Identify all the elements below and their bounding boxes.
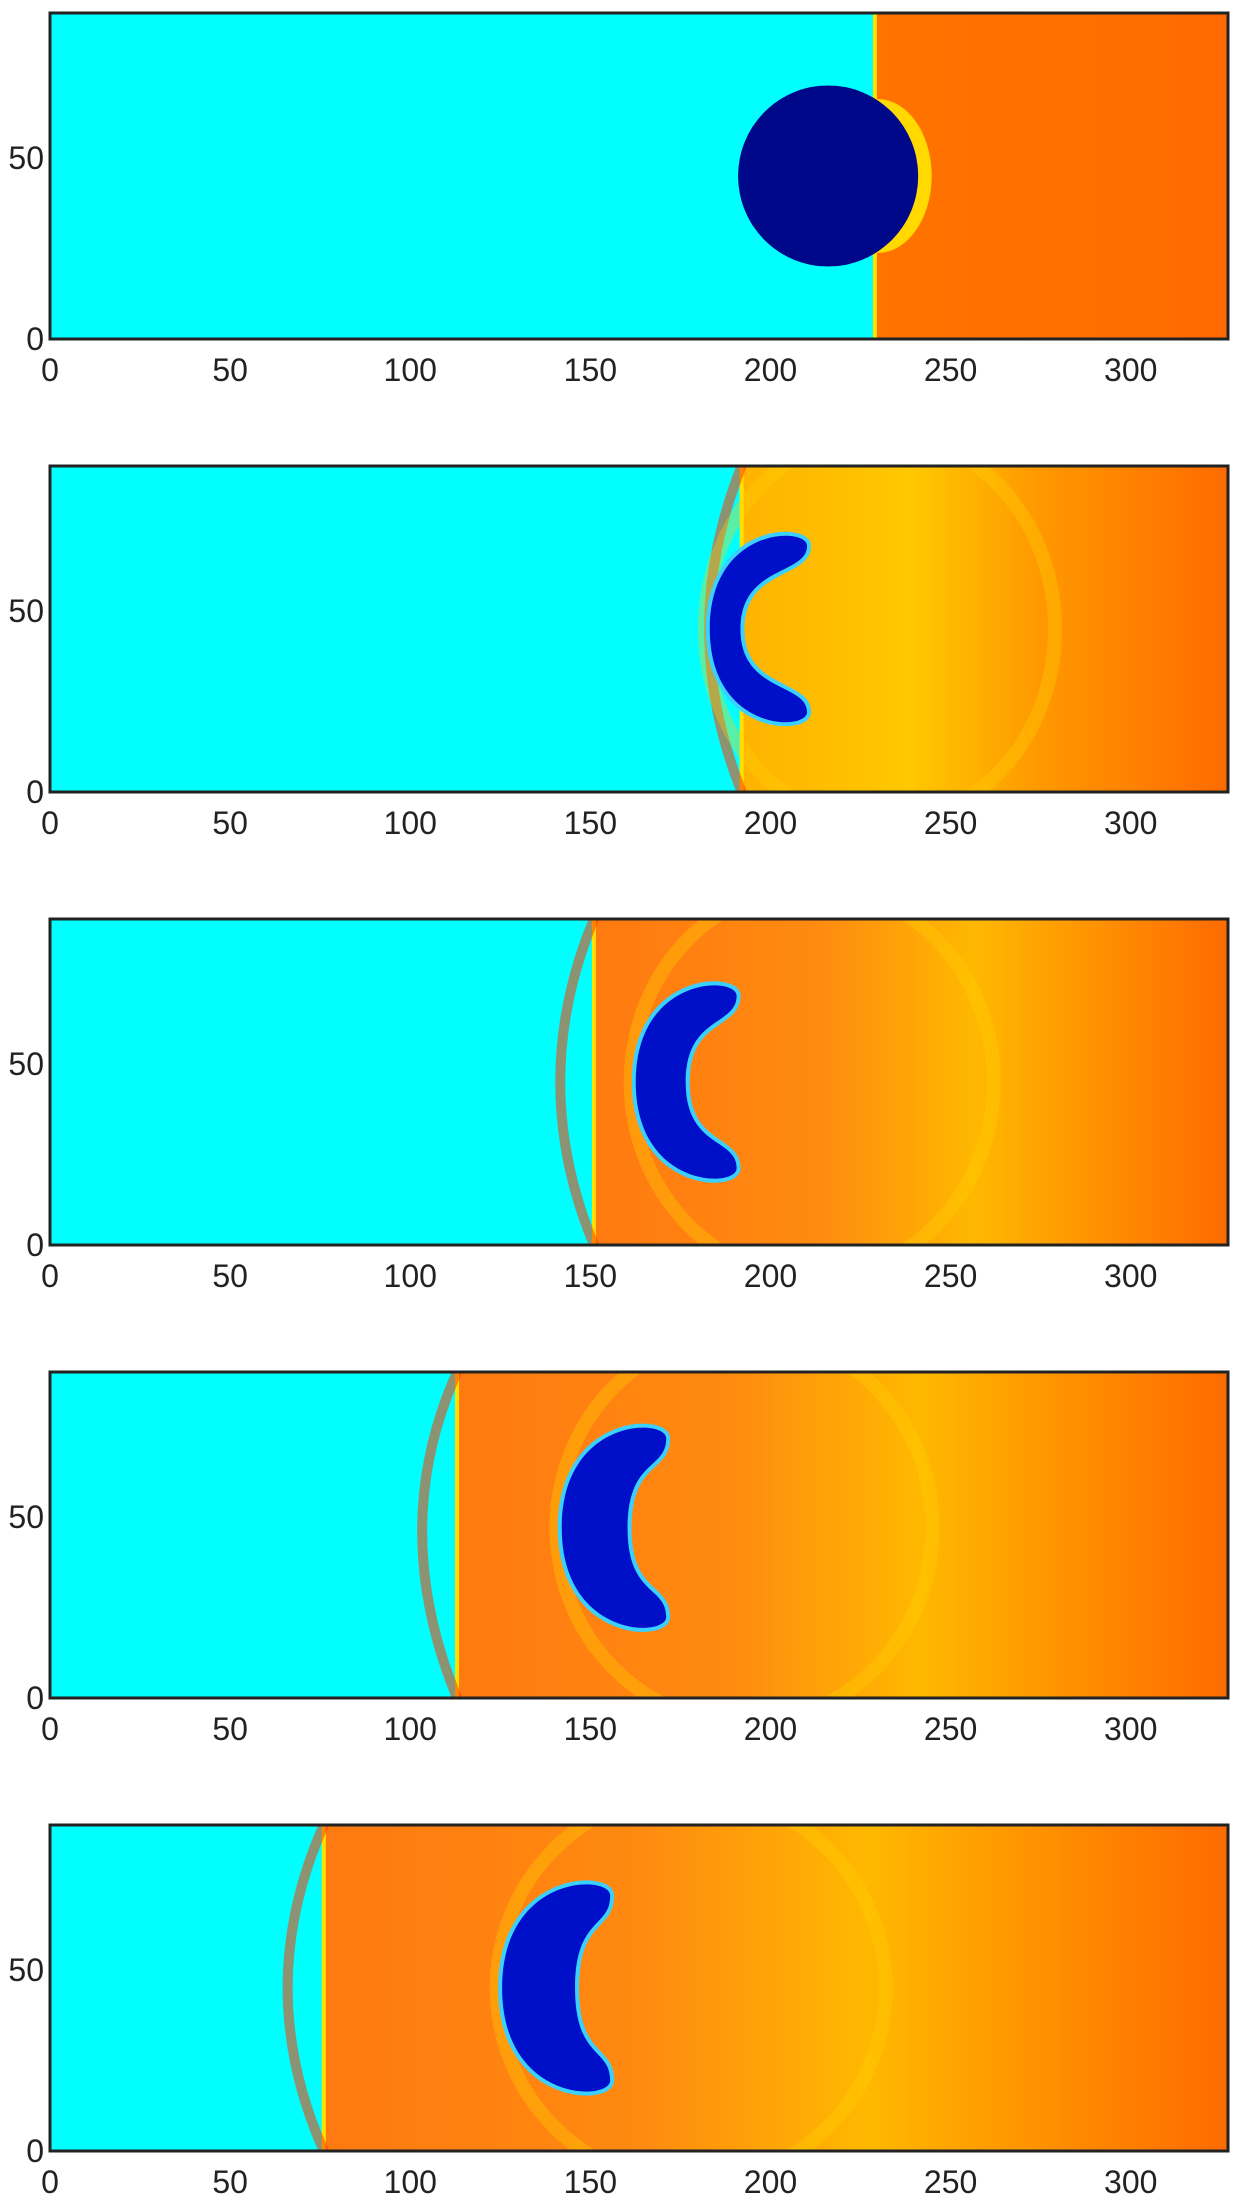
- post-shock-region: [741, 466, 1228, 792]
- x-tick-label: 100: [384, 2164, 437, 2200]
- pre-shock-region: [50, 1825, 324, 2151]
- shock-front: [455, 1372, 460, 1698]
- x-tick-label: 250: [924, 1711, 977, 1747]
- density-field: [50, 13, 1228, 339]
- panel-1: 0 50 100 150 200 250 300 0 50: [8, 11, 1230, 388]
- pre-shock-region: [50, 1372, 458, 1698]
- x-tick-label: 250: [924, 805, 977, 841]
- bubble: [502, 1884, 611, 2092]
- transmitted-wave: [697, 466, 1063, 792]
- axes-frame: [48, 917, 1230, 1247]
- transmitted-wave: [623, 919, 1001, 1245]
- y-tick-label: 50: [8, 593, 44, 629]
- axes-frame: [48, 11, 1230, 341]
- x-tick-label: 200: [744, 805, 797, 841]
- x-tick-label: 200: [744, 352, 797, 388]
- x-tick-label: 50: [212, 1711, 248, 1747]
- x-tick-label: 0: [41, 1711, 59, 1747]
- x-tick-label: 0: [41, 805, 59, 841]
- x-tick-label: 300: [1104, 1711, 1157, 1747]
- panel-5: 0 50 100 150 200 250 300 0 50: [8, 1823, 1230, 2200]
- x-tick-label: 150: [564, 2164, 617, 2200]
- axes-frame: [48, 1823, 1230, 2153]
- x-tick-label: 300: [1104, 805, 1157, 841]
- x-tick-label: 150: [564, 352, 617, 388]
- x-tick-label: 50: [212, 2164, 248, 2200]
- bubble: [635, 985, 737, 1179]
- x-tick-label: 200: [744, 1258, 797, 1294]
- x-tick-label: 250: [924, 352, 977, 388]
- transmitted-wave: [489, 1825, 893, 2151]
- density-field: [50, 919, 1228, 1245]
- y-tick-label: 0: [26, 1680, 44, 1716]
- post-shock-region: [593, 919, 1228, 1245]
- x-tick-label: 50: [212, 352, 248, 388]
- x-tick-label: 250: [924, 2164, 977, 2200]
- x-tick-label: 100: [384, 352, 437, 388]
- axes-frame: [48, 1370, 1230, 1700]
- x-tick-label: 200: [744, 1711, 797, 1747]
- post-shock-region: [874, 13, 1228, 339]
- pre-shock-region: [50, 919, 594, 1245]
- shock-front: [321, 1825, 326, 2151]
- panel-2: 0 50 100 150 200 250 300 0 50: [8, 464, 1230, 841]
- post-shock-region: [323, 1825, 1228, 2151]
- y-tick-label: 0: [26, 774, 44, 810]
- x-tick-label: 300: [1104, 2164, 1157, 2200]
- x-tick-label: 200: [744, 2164, 797, 2200]
- x-tick-label: 100: [384, 805, 437, 841]
- y-tick-label: 50: [8, 140, 44, 176]
- x-tick-label: 0: [41, 2164, 59, 2200]
- y-tick-label: 0: [26, 1227, 44, 1263]
- panel-4: 0 50 100 150 200 250 300 0 50: [8, 1370, 1230, 1747]
- reflected-wave: [282, 1825, 329, 2151]
- bubble: [738, 85, 919, 267]
- bubble: [709, 535, 808, 723]
- y-tick-label: 50: [8, 1952, 44, 1988]
- x-tick-label: 250: [924, 1258, 977, 1294]
- y-tick-label: 0: [26, 321, 44, 357]
- pre-shock-region: [50, 13, 875, 339]
- panel-3: 0 50 100 150 200 250 300 0 50: [8, 917, 1230, 1294]
- axes-frame: [48, 464, 1230, 794]
- x-tick-label: 300: [1104, 1258, 1157, 1294]
- y-tick-label: 50: [8, 1046, 44, 1082]
- x-tick-label: 150: [564, 1258, 617, 1294]
- x-tick-label: 150: [564, 1711, 617, 1747]
- x-tick-label: 50: [212, 805, 248, 841]
- density-field: [50, 1825, 1228, 2151]
- x-tick-label: 100: [384, 1711, 437, 1747]
- density-field: [50, 1372, 1228, 1698]
- x-tick-label: 300: [1104, 352, 1157, 388]
- transmitted-wave: [549, 1372, 940, 1698]
- x-tick-label: 50: [212, 1258, 248, 1294]
- density-field: [50, 466, 1228, 792]
- y-tick-label: 50: [8, 1499, 44, 1535]
- x-tick-label: 150: [564, 805, 617, 841]
- reflected-wave: [555, 919, 599, 1245]
- reflected-wave: [417, 1372, 462, 1698]
- pre-shock-region: [50, 466, 742, 792]
- y-tick-label: 0: [26, 2133, 44, 2169]
- x-tick-label: 0: [41, 1258, 59, 1294]
- bubble: [561, 1427, 667, 1628]
- shock-front: [591, 919, 596, 1245]
- x-tick-label: 0: [41, 352, 59, 388]
- x-tick-label: 100: [384, 1258, 437, 1294]
